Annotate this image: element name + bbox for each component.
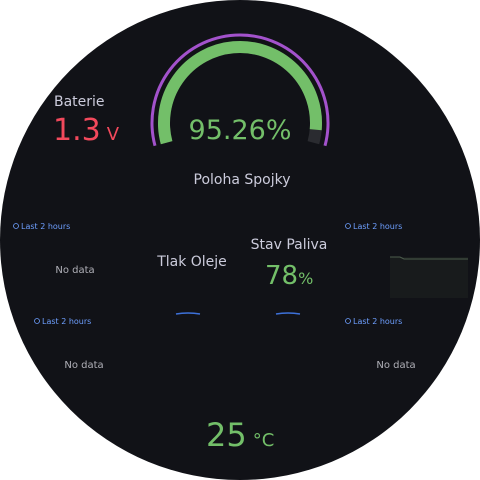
gauge-threshold (150, 33, 330, 147)
unit: V (107, 124, 120, 145)
time-range[interactable]: Last 2 hours (21, 222, 70, 231)
value: 1.3 (53, 113, 101, 148)
fuel-value: 78% (265, 261, 313, 291)
clock-icon (345, 223, 351, 229)
gauge-edge (175, 312, 301, 315)
gauge-fill (158, 41, 322, 145)
fuel-title: Stav Paliva (251, 237, 328, 253)
sparkline-area (390, 257, 468, 298)
unit: % (266, 115, 292, 146)
no-data: No data (55, 265, 94, 276)
temp-value: 25 °C (206, 416, 274, 454)
value: 25 (206, 416, 247, 454)
clock-icon (345, 318, 351, 324)
clutch-value: 95.26% (189, 115, 292, 146)
sparkline (390, 256, 468, 260)
unit: % (298, 269, 313, 288)
time-range[interactable]: Last 2 hours (42, 317, 91, 326)
clock-icon (34, 318, 40, 324)
no-data: No data (64, 360, 103, 371)
clock-icon (13, 223, 19, 229)
clutch-title: Poloha Spojky (194, 172, 291, 188)
oil-title: Tlak Oleje (156, 254, 227, 270)
time-range[interactable]: Last 2 hours (353, 222, 402, 231)
no-data: No data (376, 360, 415, 371)
time-range[interactable]: Last 2 hours (353, 317, 402, 326)
battery-value: 1.3 V (53, 113, 120, 148)
unit: °C (253, 430, 275, 451)
battery-title: Baterie (54, 94, 105, 110)
value: 95.26 (189, 115, 266, 146)
value: 78 (265, 261, 298, 291)
